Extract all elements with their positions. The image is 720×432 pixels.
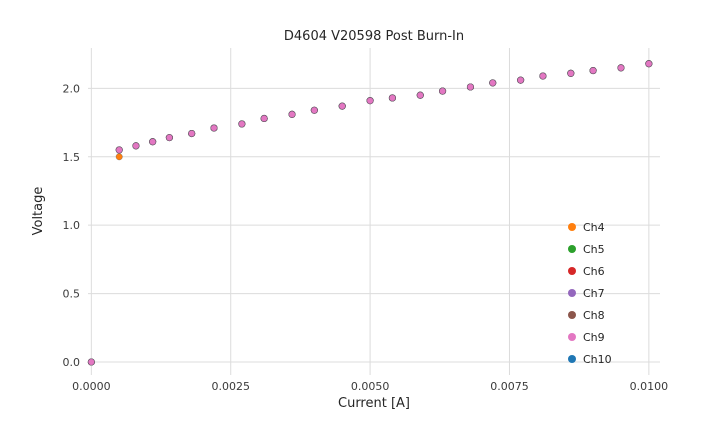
data-point-Ch9 <box>238 120 246 128</box>
legend-label-Ch10: Ch10 <box>583 353 612 366</box>
data-point-Ch9 <box>589 67 597 75</box>
chart-title: D4604 V20598 Post Burn-In <box>284 29 464 44</box>
y-tick-label: 1.0 <box>63 219 81 232</box>
y-tick-label: 1.5 <box>63 151 81 164</box>
data-point-Ch9 <box>132 142 140 150</box>
data-point-Ch9 <box>439 87 447 95</box>
legend-marker-Ch7 <box>568 289 576 297</box>
data-point-Ch9 <box>416 91 424 99</box>
grid-layer: 0.0000 0.0025 0.0050 0.0075 0.0100 0.0 0.5 1.0 1… <box>63 48 669 393</box>
legend: Ch4 Ch5 Ch6 Ch7 Ch8 Ch9 Ch10 <box>568 221 612 366</box>
data-point-Ch9 <box>188 129 196 138</box>
legend-label-Ch4: Ch4 <box>583 221 605 234</box>
data-point-Ch9 <box>539 72 547 80</box>
legend-marker-Ch5 <box>568 245 576 253</box>
x-axis-label: Current [A] <box>338 396 410 411</box>
data-point-Ch9 <box>87 358 95 366</box>
data-point-Ch9 <box>115 146 123 154</box>
legend-marker-Ch6 <box>568 267 576 275</box>
data-point-Ch9 <box>165 134 173 142</box>
legend-marker-Ch10 <box>568 355 576 363</box>
y-axis-label: Voltage <box>31 187 46 236</box>
legend-marker-Ch8 <box>568 311 576 319</box>
x-tick-label: 0.0100 <box>630 380 669 393</box>
x-tick-label: 0.0000 <box>72 380 111 393</box>
data-point-Ch9 <box>466 83 474 91</box>
x-tick-label: 0.0075 <box>490 380 529 393</box>
x-tick-label: 0.0050 <box>351 380 390 393</box>
legend-label-Ch9: Ch9 <box>583 331 605 344</box>
legend-label-Ch6: Ch6 <box>583 265 605 278</box>
legend-marker-Ch9 <box>568 333 576 341</box>
data-point-Ch9 <box>149 138 157 146</box>
data-point-Ch9 <box>388 94 396 102</box>
data-point-Ch9 <box>567 69 575 77</box>
data-point-Ch9 <box>338 102 346 110</box>
y-tick-label: 0.0 <box>63 356 81 369</box>
legend-marker-Ch4 <box>568 223 576 231</box>
data-point-Ch9 <box>260 114 268 123</box>
points-layer <box>87 60 653 366</box>
y-tick-label: 0.5 <box>63 288 81 301</box>
x-tick-label: 0.0025 <box>211 380 250 393</box>
y-tick-label: 2.0 <box>63 82 81 95</box>
legend-label-Ch7: Ch7 <box>583 287 605 300</box>
data-point-Ch9 <box>310 106 318 114</box>
data-point-Ch9 <box>517 76 525 84</box>
data-point-Ch9 <box>489 79 497 87</box>
data-point-Ch9 <box>366 97 374 105</box>
data-point-Ch9 <box>645 60 653 68</box>
data-point-Ch9 <box>617 64 625 72</box>
legend-label-Ch8: Ch8 <box>583 309 605 322</box>
data-point-Ch9 <box>288 110 296 118</box>
data-point-Ch9 <box>210 124 218 132</box>
legend-label-Ch5: Ch5 <box>583 243 605 256</box>
data-point-Ch4 <box>115 153 123 161</box>
